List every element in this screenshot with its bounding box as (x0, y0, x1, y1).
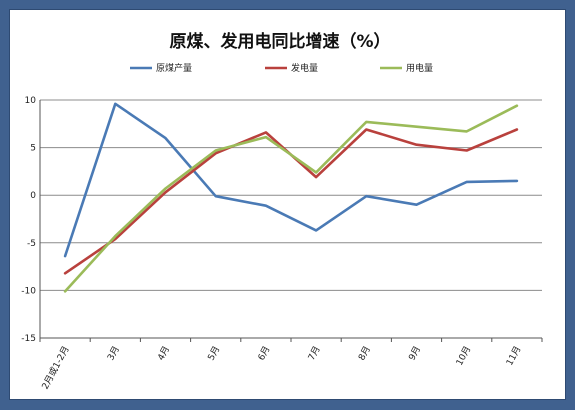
y-tick-label: 0 (30, 191, 36, 201)
series-line-原煤产量 (63, 102, 519, 258)
y-tick-label: -10 (21, 286, 36, 296)
y-tick-label: -5 (27, 239, 36, 249)
x-tick-label: 11月 (504, 344, 523, 367)
legend-label: 用电量 (406, 62, 433, 74)
x-tick-labels: 2月或1-2月 3月 4月 5月 6月 7月 8月 9月 10月 11月 (39, 344, 524, 392)
legend-label: 发电量 (291, 62, 318, 74)
x-tick-label: 8月 (356, 344, 373, 362)
series-line-发电量 (63, 128, 519, 275)
x-tick-label: 9月 (407, 344, 424, 362)
y-tick-label: 10 (25, 96, 37, 106)
x-tick-label: 5月 (206, 344, 223, 362)
x-tick-label: 3月 (105, 344, 122, 362)
x-tick-label: 2月或1-2月 (39, 344, 72, 392)
y-tick-label: -15 (21, 334, 36, 344)
legend: 原煤产量 发电量 用电量 (130, 62, 433, 74)
x-tick-label: 10月 (454, 344, 473, 367)
legend-label: 原煤产量 (156, 62, 192, 74)
series-line-用电量 (63, 104, 519, 293)
chart-frame: 原煤、发用电同比增速（%） 原煤产量 发电量 用电量 -15 -10 -5 0 5 10 2月… (9, 9, 566, 400)
x-tick-label: 6月 (256, 344, 273, 362)
series-lines (63, 102, 519, 293)
y-tick-labels: -15 -10 -5 0 5 10 (21, 96, 36, 344)
chart-title: 原煤、发用电同比增速（%） (169, 31, 390, 52)
x-tick-label: 4月 (156, 344, 173, 362)
x-tick-label: 7月 (306, 344, 323, 362)
axes (39, 100, 543, 342)
line-chart: 原煤、发用电同比增速（%） 原煤产量 发电量 用电量 -15 -10 -5 0 5 10 2月… (21, 31, 543, 392)
y-tick-label: 5 (30, 144, 36, 154)
